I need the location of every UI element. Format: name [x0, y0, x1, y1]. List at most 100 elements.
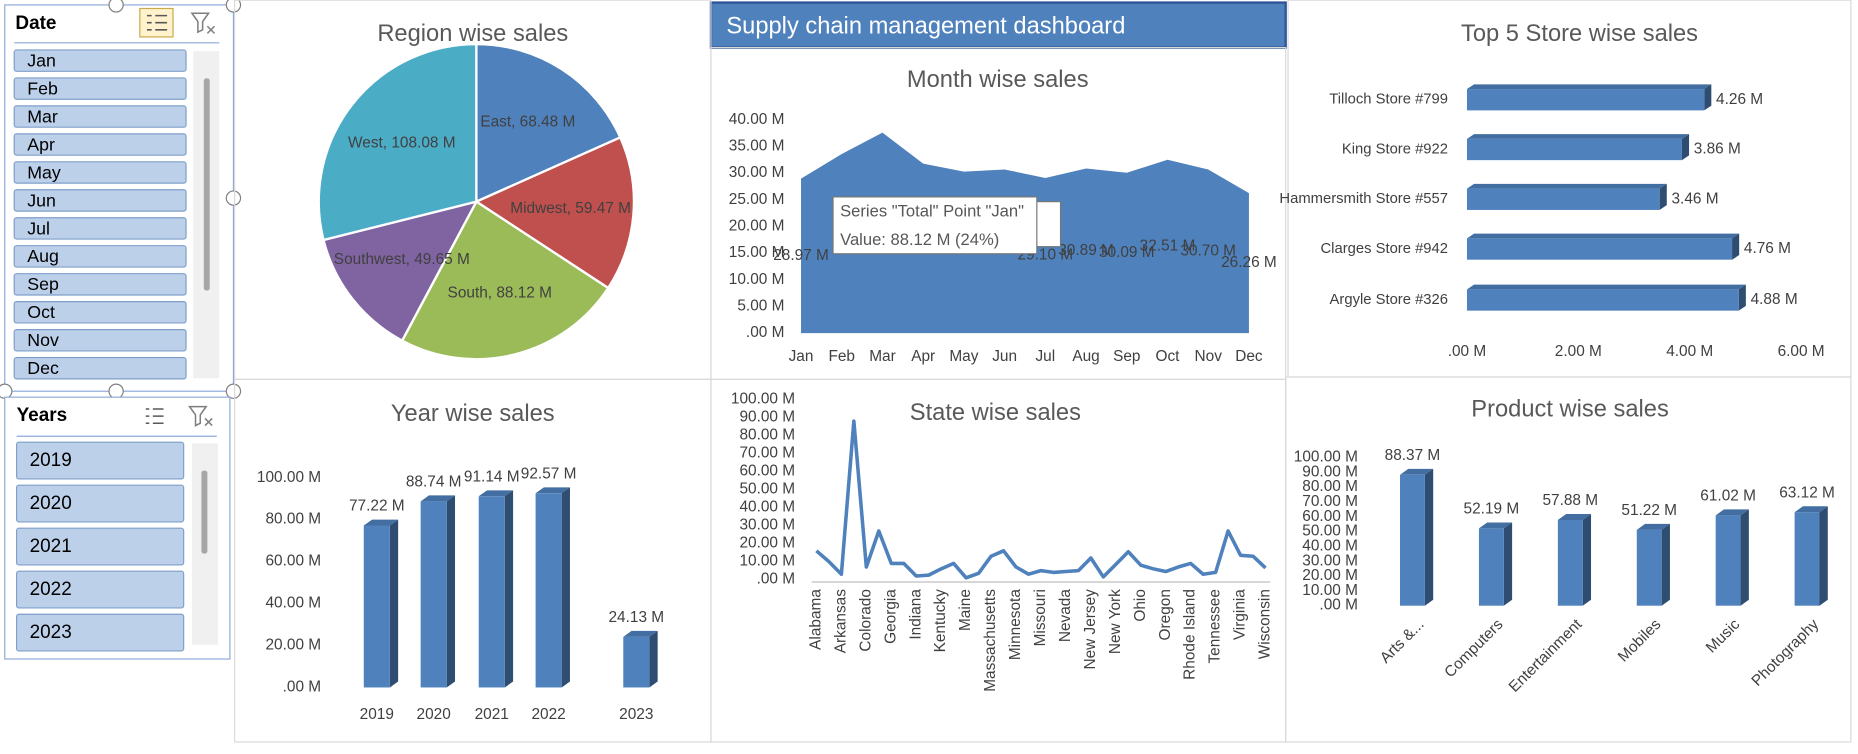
slicer-item[interactable]	[13, 77, 187, 100]
slicer-item[interactable]	[13, 329, 187, 352]
x-tick-label: Tennessee	[1207, 589, 1224, 663]
pie-slice	[322, 199, 479, 343]
y-tick-label: .00 M	[757, 571, 796, 588]
x-tick-label: Jan	[789, 348, 814, 365]
dashboard-banner	[709, 1, 1287, 49]
x-tick-label: Minnesota	[1007, 589, 1024, 660]
chart-title: Year wise sales	[391, 401, 555, 427]
slicer-item[interactable]	[13, 161, 187, 184]
y-tick-label: .00 M	[746, 324, 785, 341]
slicer-item[interactable]	[13, 273, 187, 296]
x-tick-label: Ohio	[1132, 589, 1149, 622]
y-tick-label: 20.00 M	[265, 637, 321, 654]
y-tick-label: 35.00 M	[729, 138, 785, 155]
slicer-item-label: Jul	[27, 218, 50, 238]
data-label: 30.89 M	[1058, 242, 1114, 259]
data-label: 30.09 M	[1099, 244, 1155, 261]
slicer-item[interactable]	[13, 245, 187, 268]
multi-select-button[interactable]	[145, 408, 164, 424]
y-tick-label: King Store #922	[1342, 141, 1448, 157]
slicer-item[interactable]	[13, 49, 187, 72]
resize-handles[interactable]	[0, 0, 242, 399]
bar	[1794, 512, 1820, 606]
slicer-item-label: Nov	[27, 330, 59, 350]
x-tick-label: Indiana	[907, 589, 924, 640]
slicer-item[interactable]	[13, 301, 187, 324]
bar-top	[1400, 468, 1434, 475]
slicer-item[interactable]	[15, 613, 185, 652]
y-tick-label: 20.00 M	[729, 218, 785, 235]
slicer-item-label: Jan	[27, 50, 56, 70]
data-label: 61.02 M	[1700, 487, 1756, 504]
slicer-item-label: 2019	[30, 450, 72, 471]
x-tick-label: Apr	[911, 348, 935, 365]
data-label: 4.88 M	[1751, 291, 1798, 308]
slicer-item[interactable]	[15, 570, 185, 609]
y-tick-label: 100.00 M	[1294, 449, 1358, 466]
slicer-item[interactable]	[15, 484, 185, 523]
y-tick-label: .00 M	[283, 679, 322, 696]
x-tick-label: New York	[1107, 589, 1124, 654]
y-tick-label: 40.00 M	[729, 111, 785, 128]
scrollbar-thumb[interactable]	[203, 78, 210, 291]
bar	[363, 525, 390, 688]
y-tick-label: 25.00 M	[729, 191, 785, 208]
data-label: 88.74 M	[406, 473, 462, 490]
slicer-item[interactable]	[15, 527, 185, 566]
y-tick-label: 10.00 M	[729, 271, 785, 288]
clear-filter-button[interactable]	[190, 12, 216, 34]
data-label: 3.46 M	[1672, 190, 1719, 207]
y-tick-label: 80.00 M	[265, 511, 321, 528]
scrollbar-thumb[interactable]	[201, 470, 208, 554]
y-tick-label: Clarges Store #942	[1321, 241, 1449, 257]
y-tick-label: Tilloch Store #799	[1329, 92, 1448, 108]
x-tick-label: New Jersey	[1082, 589, 1099, 670]
data-label: 91.14 M	[464, 468, 520, 485]
y-tick-label: .00 M	[1319, 597, 1358, 614]
slicer-item-label: 2022	[30, 579, 72, 600]
slicer-item[interactable]	[15, 441, 185, 480]
slicer-item[interactable]	[13, 105, 187, 128]
bar	[1400, 474, 1425, 606]
slicer-item-label: Dec	[27, 358, 59, 378]
bar-top	[1466, 84, 1712, 90]
bar-top	[1715, 509, 1749, 516]
bar	[1557, 519, 1583, 606]
y-tick-label: 70.00 M	[739, 445, 795, 462]
slicer-item[interactable]	[13, 356, 187, 380]
slicer-item-label: 2023	[30, 622, 72, 643]
chart-panel	[1285, 376, 1852, 743]
pie-slice	[317, 42, 478, 242]
chart-title: Month wise sales	[907, 67, 1089, 93]
y-tick-label: 30.00 M	[1302, 552, 1358, 569]
x-tick-label: .00 M	[1448, 343, 1487, 360]
y-tick-label: 90.00 M	[739, 409, 795, 426]
x-tick-label: Mar	[869, 348, 896, 365]
bar	[1478, 528, 1504, 606]
x-tick-label: Colorado	[857, 589, 874, 651]
slicer-item[interactable]	[13, 133, 187, 156]
y-tick-label: 5.00 M	[737, 298, 784, 315]
x-tick-label: Jul	[1035, 348, 1055, 365]
bar-side	[1819, 506, 1828, 606]
x-tick-label: Nov	[1195, 348, 1223, 365]
y-tick-label: 60.00 M	[739, 463, 795, 480]
data-label: 26.26 M	[1221, 254, 1277, 271]
bar	[1636, 529, 1662, 606]
y-tick-label: 50.00 M	[1302, 523, 1358, 540]
clear-filter-button[interactable]	[188, 405, 213, 427]
y-tick-label: 10.00 M	[739, 553, 795, 570]
slicer-item-label: May	[27, 162, 61, 182]
data-label: 28.97 M	[773, 247, 829, 264]
slicer-item[interactable]	[13, 217, 187, 240]
bar-side	[561, 487, 570, 688]
x-tick-label: 2021	[475, 706, 509, 723]
slicer-item[interactable]	[13, 189, 187, 212]
bar-side	[1659, 183, 1667, 210]
bar-top	[420, 495, 456, 502]
x-tick-label: 6.00 M	[1778, 343, 1825, 360]
slicer-item-label: Sep	[27, 274, 59, 294]
bar-side	[1732, 233, 1740, 260]
x-tick-label: Oct	[1156, 348, 1181, 365]
bar-side	[1582, 514, 1592, 606]
